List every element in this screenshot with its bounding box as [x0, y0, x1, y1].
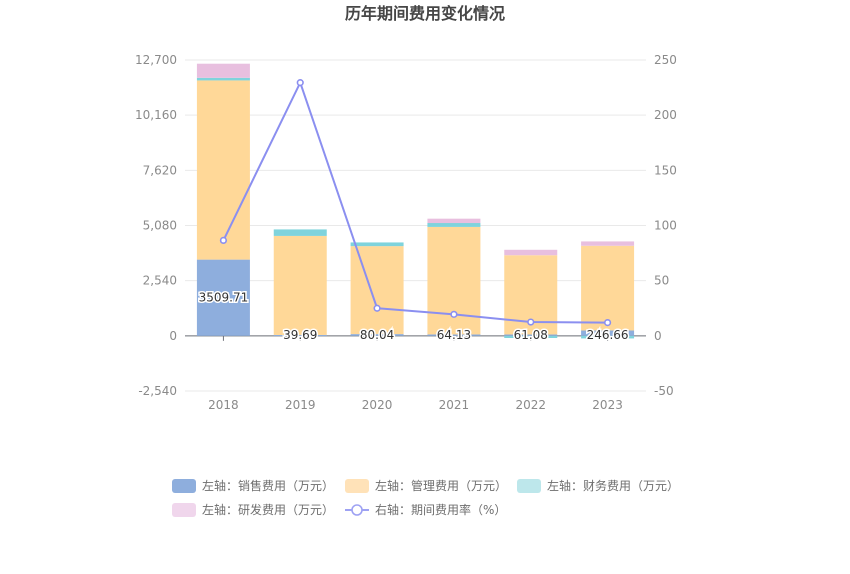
rate-point — [527, 318, 535, 326]
rate-point — [603, 318, 612, 327]
bar-segment — [427, 334, 481, 336]
bar-segment — [196, 259, 250, 336]
bar-segment — [504, 335, 558, 339]
data-label: 39.69 — [283, 328, 317, 342]
bar-segment — [196, 63, 250, 78]
legend-swatch — [345, 479, 369, 493]
bar-segment — [427, 226, 481, 335]
right-axis-tick-label: 100 — [654, 219, 677, 233]
data-label: 246.66 — [587, 328, 629, 342]
data-label: 61.08 — [514, 328, 548, 342]
legend-swatch — [172, 503, 196, 517]
left-axis-tick-label: -2,540 — [138, 384, 177, 398]
rate-line — [222, 79, 608, 324]
bar-segment — [581, 330, 635, 336]
left-axis-tick-label: 5,080 — [143, 219, 177, 233]
rate-point — [450, 310, 458, 318]
data-label: 64.13 — [437, 328, 471, 342]
bar-segment — [273, 235, 327, 335]
bar-segment — [504, 334, 558, 336]
legend-label: 左轴：销售费用（万元） — [202, 478, 334, 493]
legend-line-marker — [351, 504, 363, 516]
rate-point — [296, 79, 304, 87]
right-axis-tick-label: 50 — [654, 274, 669, 288]
right-axis-tick-label: 250 — [654, 53, 677, 67]
bar-segment — [350, 242, 404, 247]
data-label: 80.04 — [360, 328, 394, 342]
right-axis-tick-label: 150 — [654, 163, 677, 177]
legend-swatch — [517, 479, 541, 493]
x-axis-tick-label: 2023 — [592, 398, 623, 412]
bar-segment — [196, 77, 250, 81]
bar-segment — [504, 249, 558, 256]
bar-segment — [273, 229, 327, 236]
bar-segment — [273, 334, 327, 336]
bar-segment — [350, 246, 404, 335]
legend-label: 左轴：管理费用（万元） — [375, 478, 507, 493]
x-axis-tick-label: 2018 — [208, 398, 239, 412]
right-axis-tick-label: 0 — [654, 329, 662, 343]
left-axis-tick-label: 10,160 — [135, 108, 177, 122]
bar-segment — [581, 245, 635, 331]
x-axis-tick-label: 2021 — [439, 398, 470, 412]
left-axis-tick-label: 0 — [169, 329, 177, 343]
right-axis-tick-label: 200 — [654, 108, 677, 122]
bar-segment — [581, 241, 635, 246]
right-axis-tick-label: -50 — [654, 384, 674, 398]
legend-swatch — [172, 479, 196, 493]
data-label: 3509.71 — [199, 291, 249, 305]
left-axis-tick-label: 12,700 — [135, 53, 177, 67]
bar-segment — [196, 80, 250, 260]
bar-segment — [350, 334, 404, 336]
rate-point — [219, 236, 228, 244]
bar-segment — [581, 335, 635, 339]
left-axis-tick-label: 2,540 — [143, 274, 177, 288]
rate-point — [373, 304, 381, 312]
x-axis-tick-label: 2019 — [285, 398, 316, 412]
legend-label: 右轴：期间费用率（%） — [375, 502, 506, 517]
chart-title: 历年期间费用变化情况 — [345, 4, 505, 23]
legend-label: 左轴：研发费用（万元） — [202, 502, 334, 517]
legend-label: 左轴：财务费用（万元） — [547, 478, 679, 493]
x-axis-tick-label: 2020 — [362, 398, 393, 412]
left-axis-tick-label: 7,620 — [143, 163, 177, 177]
bar-segment — [427, 223, 481, 227]
x-axis-tick-label: 2022 — [515, 398, 546, 412]
bar-segment — [427, 218, 481, 224]
